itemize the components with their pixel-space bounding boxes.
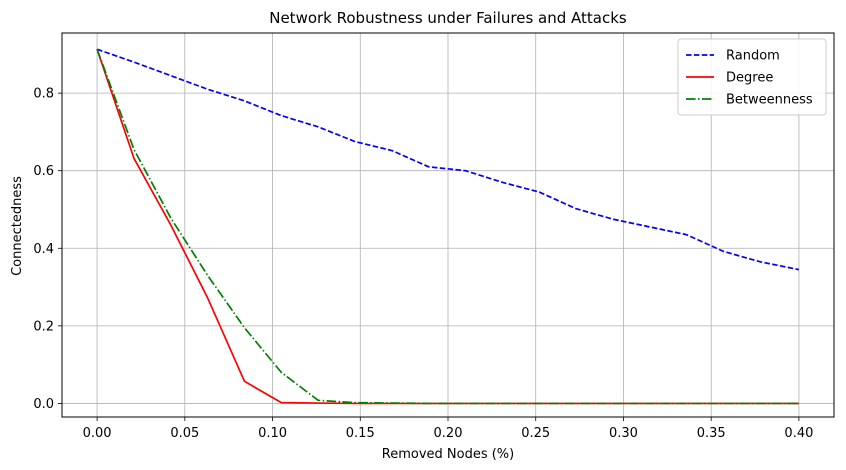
y-tick-label: 0.2 <box>33 319 54 334</box>
x-tick-label: 0.25 <box>521 426 550 441</box>
legend-label-random: Random <box>726 49 780 64</box>
series-lines <box>96 48 800 405</box>
legend-label-betweenness: Betweenness <box>726 93 813 108</box>
x-axis-ticks: 0.00 0.05 0.10 0.15 0.20 0.25 0.30 0.35 0.40 <box>83 417 813 441</box>
x-tick-label: 0.20 <box>434 426 463 441</box>
y-tick-label: 0.8 <box>33 87 54 102</box>
y-axis-ticks: 0.0 0.2 0.4 0.6 0.8 <box>33 87 62 412</box>
x-tick-label: 0.40 <box>784 426 813 441</box>
x-tick-label: 0.30 <box>609 426 638 441</box>
x-tick-label: 0.15 <box>346 426 375 441</box>
y-axis-title: Connectedness <box>10 176 25 276</box>
y-tick-label: 0.6 <box>33 164 54 179</box>
x-tick-label: 0.10 <box>258 426 287 441</box>
x-axis-title: Removed Nodes (%) <box>382 447 514 462</box>
y-tick-label: 0.4 <box>33 242 54 257</box>
y-tick-label: 0.0 <box>33 397 54 412</box>
series-line-random <box>96 48 800 271</box>
legend-box <box>677 38 827 116</box>
x-tick-label: 0.05 <box>170 426 199 441</box>
series-line-betweenness <box>96 48 799 405</box>
x-tick-label: 0.00 <box>83 426 112 441</box>
x-tick-label: 0.35 <box>697 426 726 441</box>
legend-label-degree: Degree <box>726 71 773 86</box>
chart-title: Network Robustness under Failures and At… <box>269 9 627 27</box>
legend: Random Degree Betweenness <box>677 38 827 116</box>
